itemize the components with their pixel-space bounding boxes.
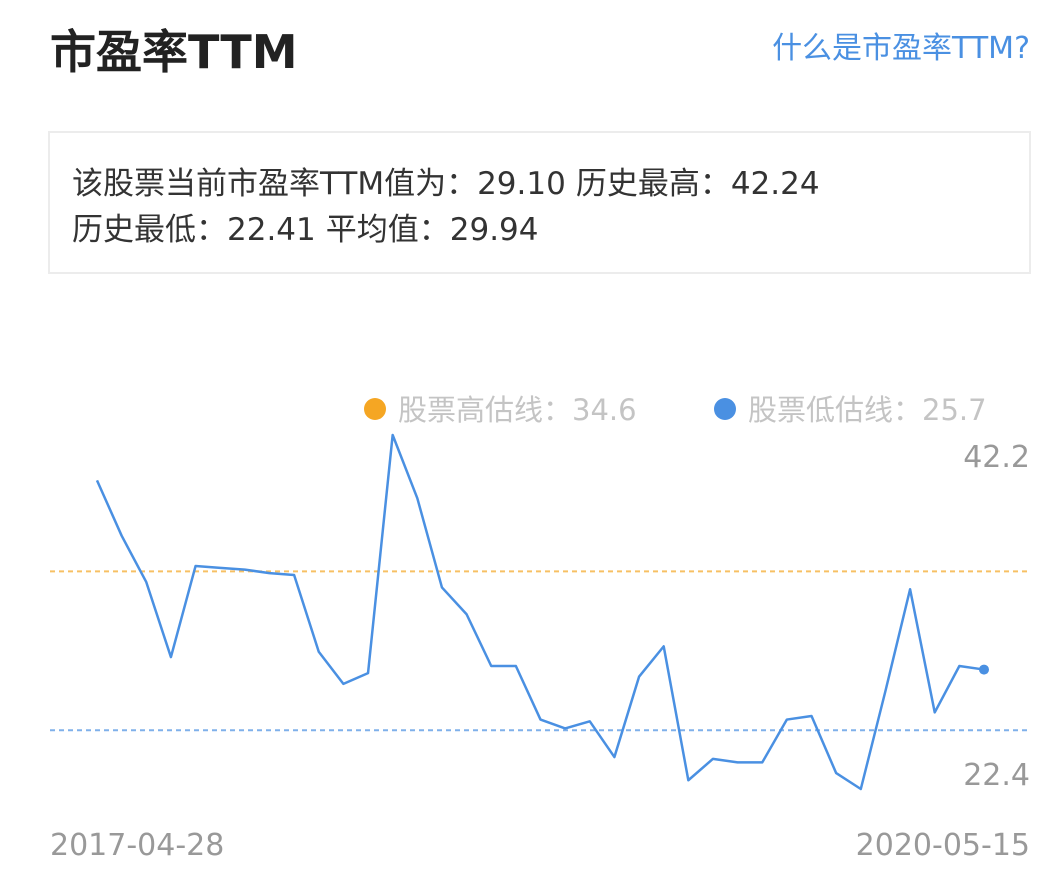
y-tick-label: 42.2 bbox=[963, 440, 1030, 475]
legend-label: 股票低估线：25.7 bbox=[748, 393, 987, 427]
legend-dot bbox=[714, 398, 736, 420]
summary-label: 历史最低： bbox=[72, 212, 227, 248]
summary-value: 29.94 bbox=[450, 212, 539, 248]
chart: 股票高估线：34.6 股票低估线：25.7 42.2 22.4 2017-04-28 20… bbox=[50, 393, 1030, 863]
y-tick-label: 22.4 bbox=[963, 758, 1030, 793]
legend-label: 股票高估线：34.6 bbox=[398, 393, 637, 427]
summary-label: 该股票当前市盈率TTM值为： bbox=[72, 166, 477, 202]
legend-name: 股票高估线： bbox=[398, 393, 572, 427]
help-link[interactable]: 什么是市盈率TTM? bbox=[772, 31, 1030, 66]
summary-label: 平均值： bbox=[326, 212, 450, 248]
summary-value: 22.41 bbox=[227, 212, 316, 248]
summary-value: 29.10 bbox=[477, 166, 566, 202]
legend-name: 股票低估线： bbox=[748, 393, 922, 427]
summary-value: 42.24 bbox=[731, 166, 820, 202]
title: 市盈率TTM bbox=[50, 25, 298, 79]
summary-label: 历史最高： bbox=[576, 166, 731, 202]
x-tick-label: 2020-05-15 bbox=[856, 828, 1030, 863]
legend-value: 25.7 bbox=[922, 393, 987, 427]
summary-line: 该股票当前市盈率TTM值为：29.10 历史最高：42.24 bbox=[72, 166, 820, 202]
x-tick-label: 2017-04-28 bbox=[50, 828, 224, 863]
last-point bbox=[979, 664, 989, 675]
line-series bbox=[95, 433, 985, 791]
legend-value: 34.6 bbox=[572, 393, 637, 427]
legend-dot bbox=[364, 398, 386, 420]
summary-line: 历史最低：22.41 平均值：29.94 bbox=[72, 212, 539, 248]
summary-box bbox=[48, 131, 1031, 274]
